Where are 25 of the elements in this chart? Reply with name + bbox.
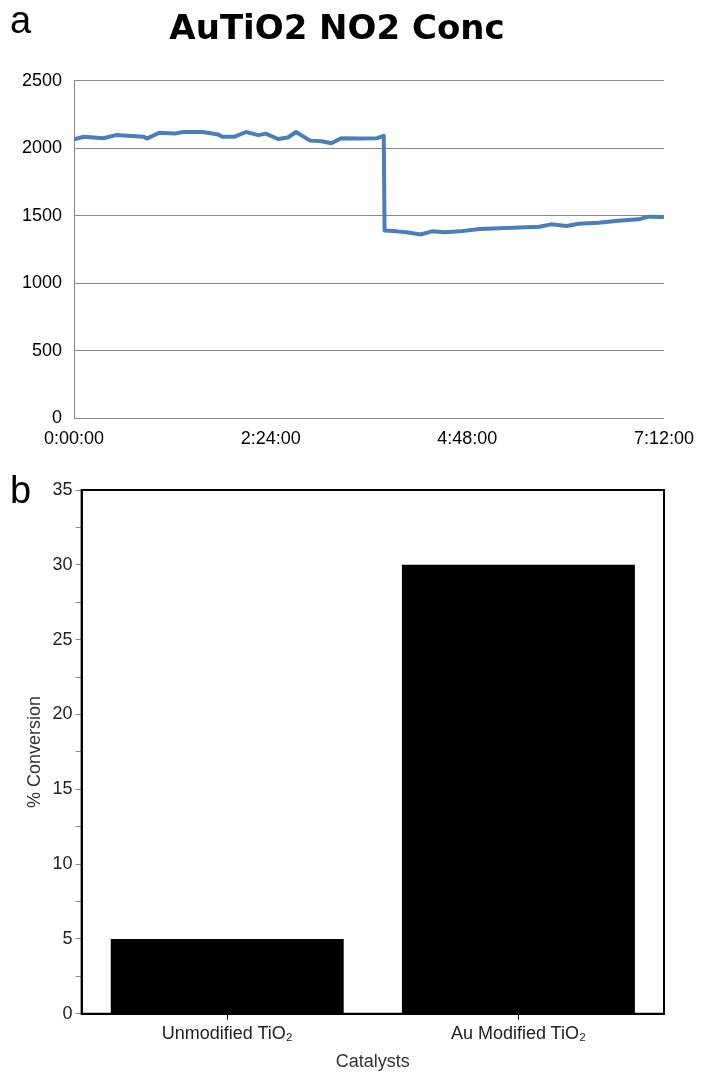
y-axis-title: % Conversion [23,695,44,808]
y-tick-label: 2500 [22,69,63,90]
text: b [10,469,32,512]
x-tick-label: Au Modified TiO₂ [450,1022,586,1043]
x-tick-label: 2:24:00 [240,428,301,449]
y-tick-label: 0 [52,407,63,428]
y-tick-label: 0 [62,1002,73,1023]
y-tick-label: 10 [52,853,73,874]
y-tick-label: 35 [52,478,73,499]
y-tick-label: 1000 [22,272,63,293]
y-tick-label: 2000 [22,137,63,158]
y-tick-label: 20 [52,703,73,724]
x-tick-label: Unmodified TiO₂ [161,1022,293,1043]
chart-title: AuTiO2 NO2 Conc [169,7,505,48]
y-tick-label: 30 [52,553,73,574]
y-tick-label: 25 [52,628,73,649]
y-tick-label: 1500 [22,204,63,225]
y-tick-label: 5 [62,927,73,948]
x-tick-label: 7:12:00 [633,428,694,449]
x-tick-label: 0:00:00 [44,428,105,449]
x-axis-title: Catalysts [335,1051,410,1072]
y-tick-label: 15 [52,778,73,799]
y-tick-label: 500 [32,339,63,360]
text: a [10,0,32,42]
x-tick-label: 4:48:00 [437,428,498,449]
